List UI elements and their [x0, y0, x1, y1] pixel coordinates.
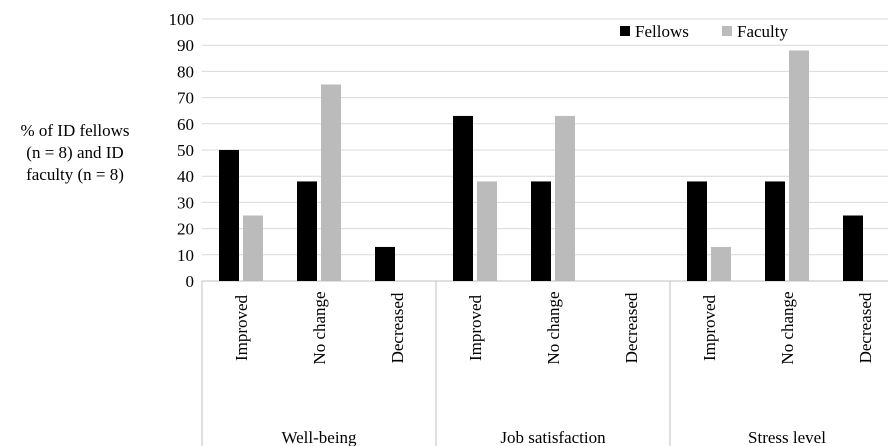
bar-fellows	[219, 150, 239, 281]
bar-faculty	[321, 84, 341, 281]
x-category-label: Improved	[700, 294, 719, 361]
x-category-label: Improved	[466, 294, 485, 361]
y-tick-label: 40	[177, 167, 194, 186]
bar-fellows	[531, 181, 551, 281]
legend-label-fellows: Fellows	[635, 22, 689, 41]
bar-faculty	[477, 181, 497, 281]
y-tick-label: 20	[177, 220, 194, 239]
y-tick-label: 60	[177, 115, 194, 134]
bar-fellows	[453, 115, 473, 281]
y-tick-label: 0	[186, 272, 195, 291]
y-tick-label: 100	[169, 10, 195, 29]
group-label: Well-being	[281, 428, 357, 446]
y-tick-label: 70	[177, 89, 194, 108]
bar-faculty	[789, 50, 809, 281]
y-tick-label: 10	[177, 246, 194, 265]
bar-fellows	[375, 246, 395, 281]
x-category-label: No change	[544, 291, 563, 364]
bar-fellows	[687, 181, 707, 281]
x-category-label: Decreased	[388, 292, 407, 363]
y-axis-label-line-3: faculty (n = 8)	[26, 165, 124, 184]
bar-fellows	[297, 181, 317, 281]
y-tick-label: 50	[177, 141, 194, 160]
legend-swatch-fellows	[620, 26, 630, 36]
x-category-label: Improved	[232, 294, 251, 361]
bar-fellows	[843, 215, 863, 281]
y-tick-label: 30	[177, 193, 194, 212]
bar-faculty	[711, 246, 731, 281]
group-label: Stress level	[748, 428, 826, 446]
group-label: Job satisfaction	[500, 428, 606, 446]
y-tick-label: 80	[177, 62, 194, 81]
x-category-label: Decreased	[856, 292, 875, 363]
x-category-label: No change	[310, 291, 329, 364]
y-axis-label-line-2: (n = 8) and ID	[26, 143, 124, 162]
bar-faculty	[555, 115, 575, 281]
y-axis-label: % of ID fellows (n = 8) and ID faculty (…	[0, 120, 150, 186]
legend-label-faculty: Faculty	[737, 22, 788, 41]
bar-faculty	[243, 215, 263, 281]
y-tick-label: 90	[177, 36, 194, 55]
x-category-label: Decreased	[622, 292, 641, 363]
x-category-label: No change	[778, 291, 797, 364]
bar-fellows	[765, 181, 785, 281]
legend-swatch-faculty	[722, 26, 732, 36]
y-axis-label-line-1: % of ID fellows	[20, 121, 130, 140]
